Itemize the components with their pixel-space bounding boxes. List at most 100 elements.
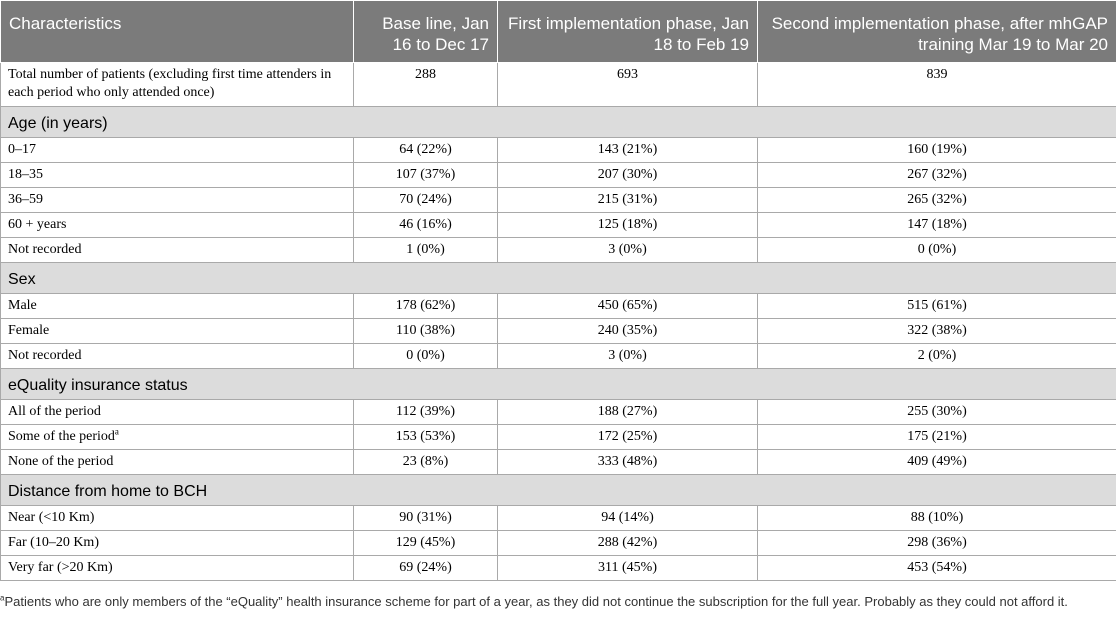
second-phase-value: 267 (32%) (757, 162, 1116, 188)
table-row: None of the period 23 (8%) 333 (48%) 409 (4… (0, 449, 1116, 475)
row-label-cell: None of the period (0, 449, 354, 475)
row-label-cell: Male (0, 293, 354, 319)
row-label: All of the period (8, 404, 101, 419)
baseline-value: 178 (62%) (353, 293, 498, 319)
table-row: 0–17 64 (22%) 143 (21%) 160 (19%) (0, 137, 1116, 163)
table-row: Some of the perioda 153 (53%) 172 (25%) 175… (0, 424, 1116, 450)
footnote: aPatients who are only members of the “e… (0, 593, 1110, 611)
total-first-phase-value: 693 (497, 62, 758, 107)
first-phase-value: 125 (18%) (497, 212, 758, 238)
section-title: Age (in years) (0, 106, 1116, 138)
table-row: 18–35 107 (37%) 207 (30%) 267 (32%) (0, 162, 1116, 188)
first-phase-value: 143 (21%) (497, 137, 758, 163)
first-phase-value: 215 (31%) (497, 187, 758, 213)
footnote-text: Patients who are only members of the “eQ… (4, 594, 1068, 609)
row-label: None of the period (8, 454, 114, 469)
baseline-value: 64 (22%) (353, 137, 498, 163)
row-label-cell: Female (0, 318, 354, 344)
row-label: Not recorded (8, 348, 82, 363)
first-phase-value: 3 (0%) (497, 343, 758, 369)
first-phase-value: 207 (30%) (497, 162, 758, 188)
baseline-value: 112 (39%) (353, 399, 498, 425)
header-first-phase: First implementation phase, Jan 18 to Fe… (497, 0, 758, 63)
row-label-cell: 0–17 (0, 137, 354, 163)
row-label: 18–35 (8, 167, 43, 182)
second-phase-value: 255 (30%) (757, 399, 1116, 425)
total-baseline-value: 288 (353, 62, 498, 107)
first-phase-value: 333 (48%) (497, 449, 758, 475)
baseline-value: 0 (0%) (353, 343, 498, 369)
characteristics-table: Characteristics Base line, Jan 16 to Dec… (0, 0, 1116, 581)
row-label-cell: Not recorded (0, 237, 354, 263)
baseline-value: 46 (16%) (353, 212, 498, 238)
baseline-value: 23 (8%) (353, 449, 498, 475)
second-phase-value: 160 (19%) (757, 137, 1116, 163)
baseline-value: 90 (31%) (353, 505, 498, 531)
row-label: Male (8, 298, 37, 313)
row-label: Very far (>20 Km) (8, 560, 113, 575)
first-phase-value: 240 (35%) (497, 318, 758, 344)
baseline-value: 70 (24%) (353, 187, 498, 213)
total-patients-label: Total number of patients (excluding firs… (0, 62, 354, 107)
table-row: Very far (>20 Km) 69 (24%) 311 (45%) 453 (5… (0, 555, 1116, 581)
section-row: Distance from home to BCH (0, 474, 1116, 506)
section-row: Age (in years) (0, 106, 1116, 138)
table-row: 36–59 70 (24%) 215 (31%) 265 (32%) (0, 187, 1116, 213)
table-row: Female 110 (38%) 240 (35%) 322 (38%) (0, 318, 1116, 344)
baseline-value: 110 (38%) (353, 318, 498, 344)
table-body: Total number of patients (excluding firs… (0, 62, 1116, 581)
total-second-phase-value: 839 (757, 62, 1116, 107)
first-phase-value: 94 (14%) (497, 505, 758, 531)
section-row: Sex (0, 262, 1116, 294)
second-phase-value: 453 (54%) (757, 555, 1116, 581)
section-title: eQuality insurance status (0, 368, 1116, 400)
table-row: Not recorded 0 (0%) 3 (0%) 2 (0%) (0, 343, 1116, 369)
second-phase-value: 147 (18%) (757, 212, 1116, 238)
first-phase-value: 188 (27%) (497, 399, 758, 425)
second-phase-value: 298 (36%) (757, 530, 1116, 556)
row-label: Near (<10 Km) (8, 510, 95, 525)
second-phase-value: 409 (49%) (757, 449, 1116, 475)
baseline-value: 153 (53%) (353, 424, 498, 450)
header-baseline: Base line, Jan 16 to Dec 17 (353, 0, 498, 63)
table-row: All of the period 112 (39%) 188 (27%) 255 (… (0, 399, 1116, 425)
first-phase-value: 172 (25%) (497, 424, 758, 450)
table-row: 60 + years 46 (16%) 125 (18%) 147 (18%) (0, 212, 1116, 238)
baseline-value: 107 (37%) (353, 162, 498, 188)
second-phase-value: 88 (10%) (757, 505, 1116, 531)
section-title: Distance from home to BCH (0, 474, 1116, 506)
baseline-value: 1 (0%) (353, 237, 498, 263)
baseline-value: 69 (24%) (353, 555, 498, 581)
row-label-cell: Not recorded (0, 343, 354, 369)
row-label: Not recorded (8, 242, 82, 257)
footnote-ref: a (114, 426, 119, 437)
row-label: 0–17 (8, 142, 36, 157)
first-phase-value: 450 (65%) (497, 293, 758, 319)
table-row: Male 178 (62%) 450 (65%) 515 (61%) (0, 293, 1116, 319)
row-label-cell: Far (10–20 Km) (0, 530, 354, 556)
row-label-cell: 18–35 (0, 162, 354, 188)
second-phase-value: 515 (61%) (757, 293, 1116, 319)
second-phase-value: 265 (32%) (757, 187, 1116, 213)
row-label-cell: 60 + years (0, 212, 354, 238)
section-title: Sex (0, 262, 1116, 294)
row-label-cell: Some of the perioda (0, 424, 354, 450)
row-label: 36–59 (8, 192, 43, 207)
table-row: Far (10–20 Km) 129 (45%) 288 (42%) 298 (36%… (0, 530, 1116, 556)
header-row: Characteristics Base line, Jan 16 to Dec… (0, 0, 1116, 63)
second-phase-value: 322 (38%) (757, 318, 1116, 344)
first-phase-value: 3 (0%) (497, 237, 758, 263)
row-label-cell: Very far (>20 Km) (0, 555, 354, 581)
row-label: Far (10–20 Km) (8, 535, 99, 550)
header-second-phase: Second implementation phase, after mhGAP… (757, 0, 1116, 63)
footnote-marker: a (0, 593, 5, 603)
table-row: Not recorded 1 (0%) 3 (0%) 0 (0%) (0, 237, 1116, 263)
first-phase-value: 311 (45%) (497, 555, 758, 581)
second-phase-value: 0 (0%) (757, 237, 1116, 263)
row-label-cell: Near (<10 Km) (0, 505, 354, 531)
section-row: eQuality insurance status (0, 368, 1116, 400)
header-characteristics: Characteristics (0, 0, 354, 63)
row-label-cell: All of the period (0, 399, 354, 425)
second-phase-value: 175 (21%) (757, 424, 1116, 450)
row-label-cell: 36–59 (0, 187, 354, 213)
